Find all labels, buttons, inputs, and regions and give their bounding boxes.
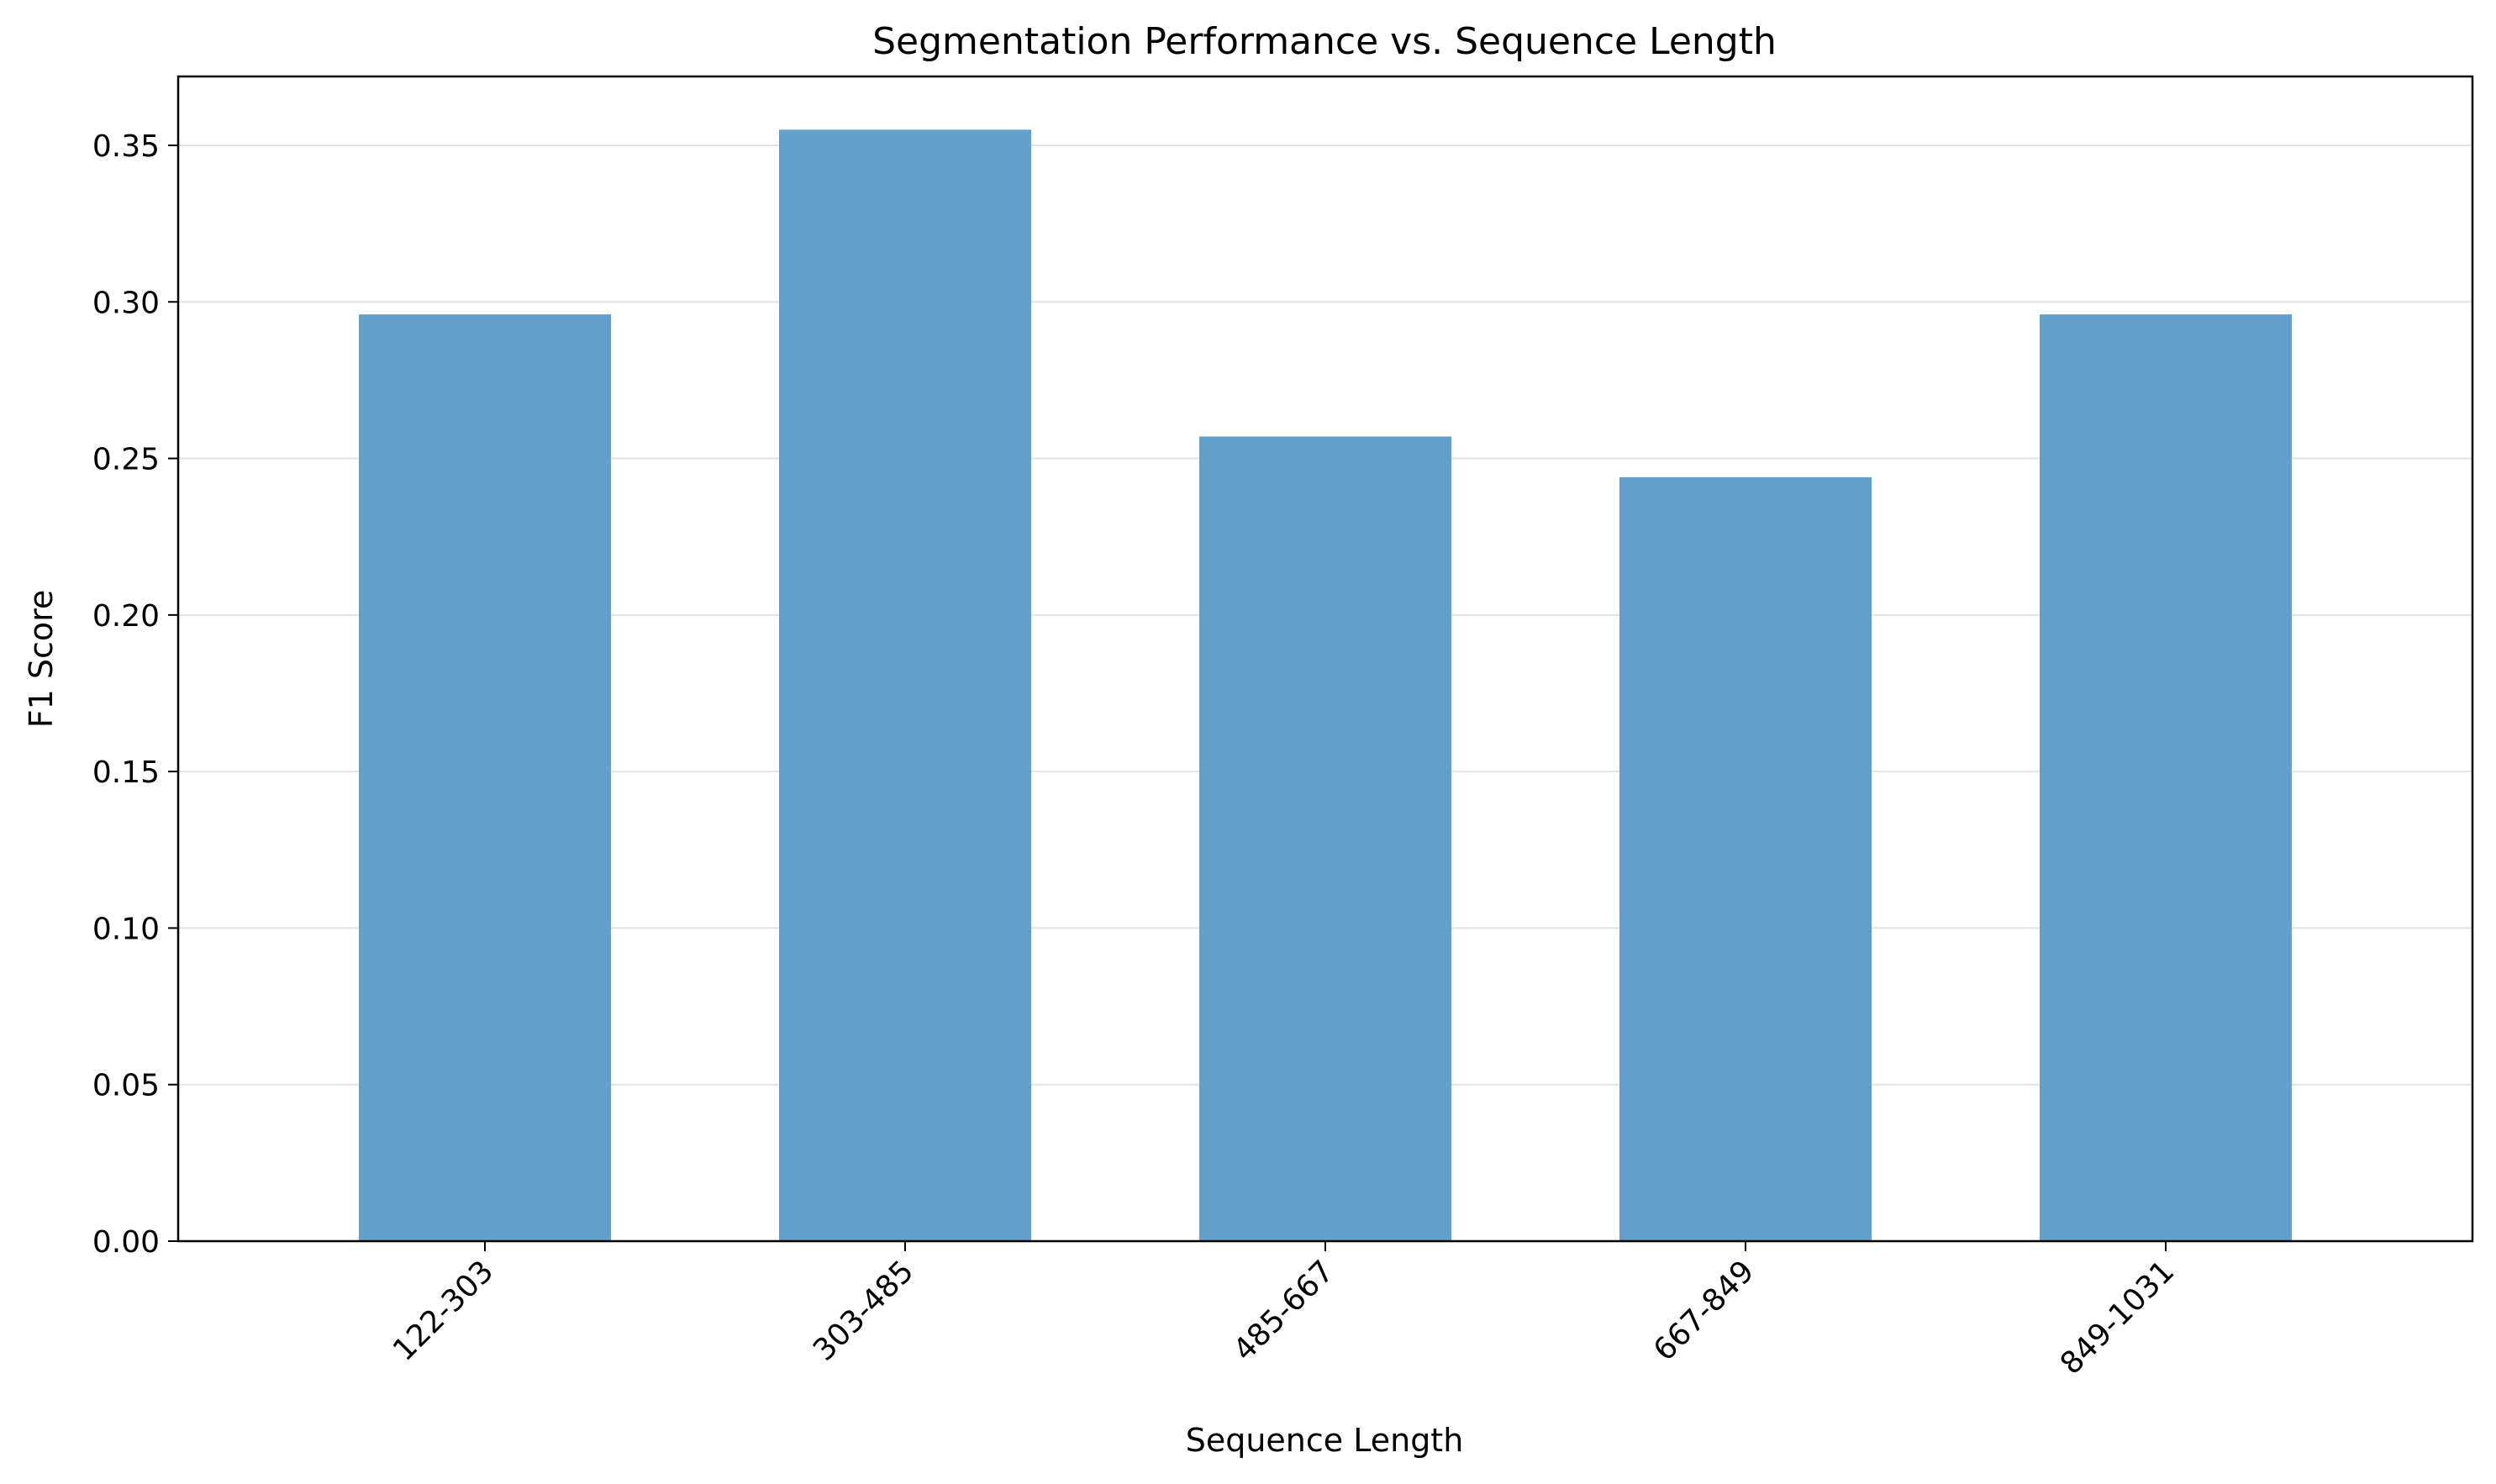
y-tick-label: 0.25 [92, 443, 160, 477]
y-axis-label: F1 Score [23, 590, 60, 729]
bar [2040, 314, 2292, 1242]
y-tick-label: 0.15 [92, 755, 160, 790]
y-tick-label: 0.35 [92, 129, 160, 164]
y-tick-label: 0.30 [92, 286, 160, 320]
bar [1199, 436, 1451, 1241]
y-axis-ticks: 0.00 0.05 0.10 0.15 0.20 0.25 0.30 0.35 [92, 129, 178, 1260]
y-tick-label: 0.05 [92, 1069, 160, 1103]
y-tick-label: 0.00 [92, 1225, 160, 1260]
bar [1619, 476, 1872, 1241]
bar [359, 314, 611, 1242]
bars [359, 129, 2292, 1242]
y-tick-label: 0.20 [92, 599, 160, 634]
chart-title: Segmentation Performance vs. Sequence Le… [872, 20, 1777, 63]
x-axis-label: Sequence Length [1186, 1422, 1464, 1459]
y-tick-label: 0.10 [92, 912, 160, 946]
bar [779, 129, 1031, 1241]
